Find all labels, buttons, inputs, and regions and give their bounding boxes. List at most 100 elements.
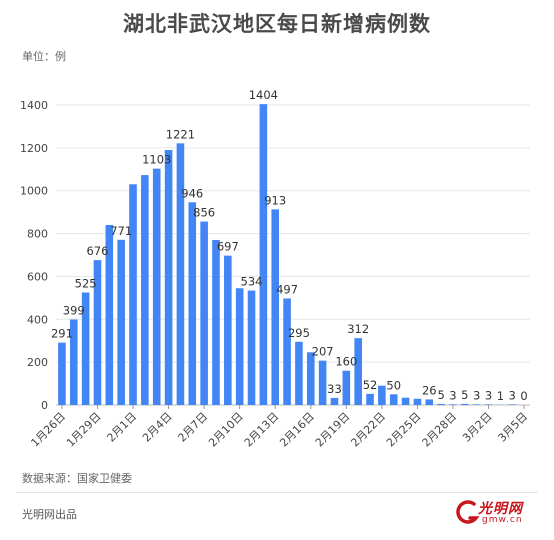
footer-divider xyxy=(16,492,538,493)
bar xyxy=(129,184,137,405)
bar xyxy=(342,370,351,405)
data-label: 1221 xyxy=(166,127,195,141)
x-tick-label: 2月16日 xyxy=(277,410,317,450)
bar xyxy=(271,209,280,405)
y-tick-label: 600 xyxy=(27,270,48,283)
bar xyxy=(401,397,410,405)
bar xyxy=(508,404,517,405)
data-label: 1 xyxy=(497,389,504,403)
x-tick-label: 2月1日 xyxy=(104,410,139,445)
x-tick-label: 1月26日 xyxy=(28,410,68,450)
bar xyxy=(105,225,114,405)
bar xyxy=(472,404,481,405)
y-tick-label: 1200 xyxy=(20,142,48,155)
data-label: 946 xyxy=(181,186,203,200)
bar xyxy=(224,255,232,405)
data-label: 1404 xyxy=(249,88,278,102)
x-tick-label: 2月19日 xyxy=(313,410,353,450)
bar xyxy=(152,168,161,405)
bar xyxy=(212,240,220,405)
data-label: 697 xyxy=(217,240,239,254)
source-label: 数据来源：国家卫健委 xyxy=(22,472,132,485)
bar xyxy=(93,260,102,405)
y-tick-label: 1400 xyxy=(20,99,48,112)
data-label: 50 xyxy=(386,378,401,392)
publisher-label: 光明网出品 xyxy=(22,508,77,521)
logo-sub: gmw.cn xyxy=(482,515,523,525)
x-tick-label: 3月2日 xyxy=(460,410,495,445)
bar xyxy=(389,394,398,405)
logo-text: 光明网 xyxy=(478,501,523,517)
x-tick-label: 1月29日 xyxy=(64,410,104,450)
bar xyxy=(378,385,386,405)
data-label: 676 xyxy=(86,244,108,258)
data-label: 5 xyxy=(461,388,468,402)
data-label: 497 xyxy=(276,283,298,297)
logo-mark-icon xyxy=(456,500,480,524)
bar xyxy=(449,404,457,405)
data-label: 5 xyxy=(437,388,444,402)
bar xyxy=(306,352,315,405)
bar xyxy=(235,288,244,405)
data-label: 534 xyxy=(241,275,263,289)
bar xyxy=(413,398,422,405)
bar xyxy=(247,290,256,405)
data-label: 399 xyxy=(63,304,85,318)
y-tick-label: 400 xyxy=(27,313,48,326)
bar xyxy=(330,397,339,405)
bar xyxy=(295,341,303,405)
bar xyxy=(69,319,78,405)
x-tick-label: 2月4日 xyxy=(140,410,175,445)
x-tick-label: 2月25日 xyxy=(384,410,424,450)
bar xyxy=(354,338,362,405)
y-tick-label: 1000 xyxy=(20,185,48,198)
x-tick-label: 3月5日 xyxy=(496,410,531,445)
bar xyxy=(176,143,185,405)
bar xyxy=(437,403,445,405)
y-tick-label: 200 xyxy=(27,356,48,369)
bar xyxy=(188,202,197,405)
bar xyxy=(461,403,469,405)
bar xyxy=(318,360,327,405)
data-label: 312 xyxy=(347,322,369,336)
x-tick-label: 2月13日 xyxy=(242,410,282,450)
data-label: 291 xyxy=(51,327,73,341)
data-label: 771 xyxy=(110,224,132,238)
y-tick-label: 800 xyxy=(27,228,48,241)
x-tick-label: 2月22日 xyxy=(348,410,388,450)
chart-title: 湖北非武汉地区每日新增病例数 xyxy=(123,12,431,36)
data-label: 1103 xyxy=(142,153,171,167)
data-label: 3 xyxy=(509,388,516,402)
data-label: 3 xyxy=(473,388,480,402)
bar xyxy=(81,292,90,405)
data-label: 26 xyxy=(422,383,437,397)
x-tick-label: 2月7日 xyxy=(176,410,211,445)
data-label: 207 xyxy=(312,345,334,359)
bar xyxy=(58,342,66,405)
data-label: 0 xyxy=(520,389,527,403)
data-label: 3 xyxy=(485,388,492,402)
data-label: 525 xyxy=(75,277,97,291)
bar xyxy=(164,150,173,405)
data-label: 160 xyxy=(335,355,357,369)
data-label: 913 xyxy=(264,193,286,207)
unit-label: 单位：例 xyxy=(22,50,66,63)
y-tick-label: 0 xyxy=(41,399,48,412)
bar xyxy=(200,221,208,405)
bar xyxy=(141,175,149,405)
x-tick-label: 2月28日 xyxy=(419,410,459,450)
bar xyxy=(366,393,374,405)
bar xyxy=(259,104,268,406)
data-label: 3 xyxy=(449,388,456,402)
bar xyxy=(425,399,434,405)
gmw-logo: 光明网 gmw.cn xyxy=(456,498,540,532)
bar xyxy=(484,404,493,405)
data-label: 856 xyxy=(193,206,215,220)
data-label: 295 xyxy=(288,326,310,340)
x-tick-label: 2月10日 xyxy=(206,410,246,450)
bar xyxy=(117,239,125,405)
data-label: 33 xyxy=(327,382,342,396)
bar xyxy=(283,298,291,405)
data-label: 52 xyxy=(363,378,378,392)
